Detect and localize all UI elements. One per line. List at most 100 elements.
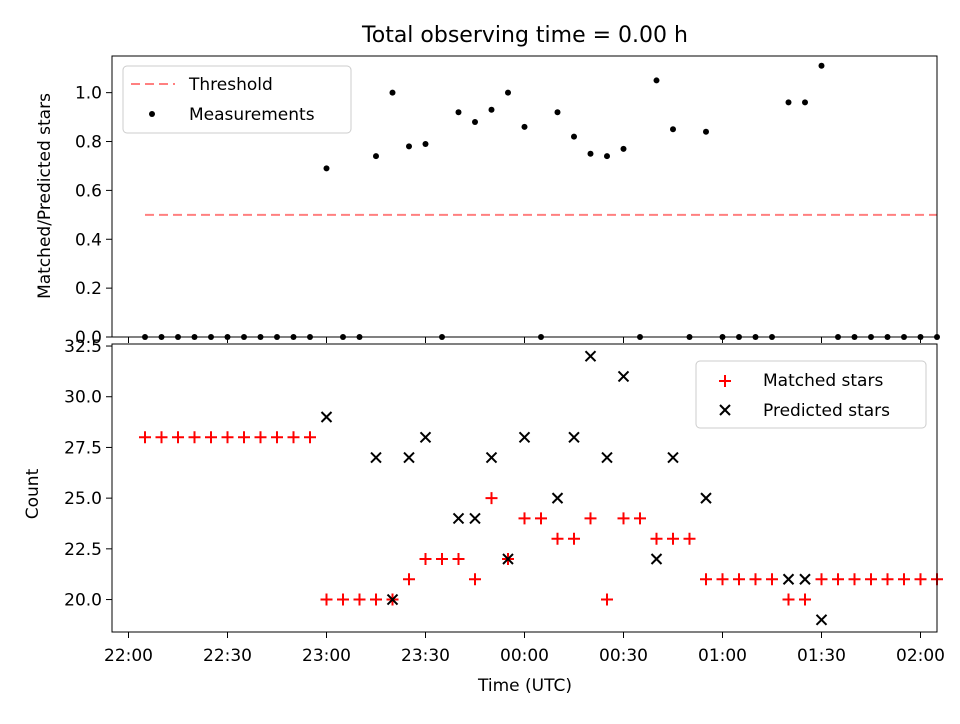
y-tick-label: 0.8: [75, 133, 102, 153]
x-tick-label: 00:30: [599, 646, 648, 666]
matched-star-point: [881, 573, 894, 586]
matched-star-point: [172, 431, 184, 444]
measurement-point: [670, 126, 676, 133]
predicted-star-point: [485, 451, 498, 464]
predicted-star-point: [452, 512, 465, 525]
measurement-point: [653, 77, 660, 84]
legend-measurements-swatch: [149, 111, 155, 117]
top-legend: Threshold Measurements: [122, 65, 352, 134]
matched-star-point: [436, 552, 448, 565]
matched-star-point: [287, 431, 300, 444]
bottom-legend-box: [695, 360, 927, 429]
matched-star-point: [271, 431, 283, 444]
predicted-star-point: [469, 512, 481, 525]
predicted-star-point: [502, 553, 514, 565]
x-axis-label: Time (UTC): [477, 676, 572, 696]
matched-star-point: [188, 431, 201, 444]
x-tick-label: 22:30: [203, 646, 252, 666]
predicted-star-point: [320, 411, 333, 423]
matched-star-point: [337, 593, 349, 606]
y-tick-label: 32.5: [64, 337, 102, 357]
x-tick-label: 22:00: [104, 646, 153, 666]
matched-star-point: [403, 573, 415, 586]
bottom-y-axis-label: Count: [23, 468, 43, 519]
predicted-star-point: [584, 350, 597, 362]
matched-star-point: [815, 573, 828, 586]
measurement-point: [488, 106, 495, 113]
x-tick-label: 02:00: [896, 646, 945, 666]
measurement-point: [703, 128, 709, 135]
measurement-point: [818, 62, 825, 69]
matched-star-point: [584, 512, 597, 525]
predicted-star-point: [815, 614, 828, 626]
measurement-point: [554, 109, 561, 116]
y-tick-label: 22.5: [64, 540, 102, 560]
y-tick-label: 0.0: [75, 328, 102, 348]
matched-star-point: [634, 512, 646, 525]
matched-star-point: [139, 431, 151, 444]
matched-star-point: [452, 552, 465, 565]
predicted-star-point: [419, 431, 432, 444]
matched-star-point: [518, 512, 531, 525]
predicted-star-point: [650, 553, 663, 565]
predicted-star-point: [568, 431, 580, 444]
matched-star-point: [238, 431, 250, 444]
matched-star-point: [419, 552, 432, 565]
predicted-star-point: [601, 451, 613, 464]
measurement-point: [587, 150, 594, 157]
x-tick-label: 23:30: [401, 646, 450, 666]
matched-star-point: [865, 573, 877, 586]
top-title: Total observing time = 0.00 h: [361, 23, 688, 48]
matched-star-point: [469, 573, 481, 586]
predicted-star-point: [700, 492, 712, 504]
matched-star-point: [898, 573, 910, 586]
measurement-point: [406, 143, 412, 150]
measurement-point: [505, 89, 511, 96]
y-tick-label: 0.6: [75, 181, 102, 201]
predicted-star-point: [782, 573, 795, 585]
measurement-point: [373, 153, 379, 160]
matched-star-point: [320, 593, 333, 606]
legend-matched-label: Matched stars: [763, 371, 883, 391]
top-plot-frame: [111, 55, 938, 338]
predicted-star-point: [617, 370, 630, 383]
matched-star-point: [766, 573, 778, 586]
matched-star-point: [749, 573, 762, 586]
matched-star-point: [485, 492, 498, 505]
bottom-plot-frame: [111, 343, 938, 633]
y-tick-label: 0.2: [75, 279, 102, 299]
predicted-star-point: [667, 451, 679, 464]
matched-star-point: [700, 573, 712, 586]
matched-star-point: [617, 512, 630, 525]
bottom-legend: Matched stars Predicted stars: [695, 360, 927, 429]
legend-predicted-swatch: [719, 404, 731, 416]
measurement-point: [323, 165, 330, 172]
matched-star-point: [221, 431, 234, 444]
measurement-point: [620, 145, 627, 152]
matched-star-point: [799, 593, 811, 606]
y-tick-label: 27.5: [64, 438, 102, 458]
legend-predicted-label: Predicted stars: [763, 401, 890, 421]
y-tick-label: 20.0: [64, 591, 102, 611]
measurement-point: [389, 89, 396, 96]
matched-star-point: [304, 431, 316, 444]
measurement-point: [521, 123, 528, 130]
matched-star-point: [568, 532, 580, 545]
x-tick-label: 01:00: [698, 646, 747, 666]
matched-star-point: [832, 573, 844, 586]
matched-star-point: [914, 573, 927, 586]
y-tick-label: 30.0: [64, 388, 102, 408]
matched-star-point: [848, 573, 861, 586]
matched-star-point: [782, 593, 795, 606]
matched-star-point: [716, 573, 729, 586]
y-tick-label: 0.4: [75, 230, 102, 250]
matched-star-point: [551, 532, 564, 545]
predicted-star-point: [799, 573, 811, 585]
legend-measurements-label: Measurements: [189, 105, 315, 125]
matched-star-point: [535, 512, 547, 525]
matched-star-point: [683, 532, 696, 545]
matched-star-point: [353, 593, 366, 606]
predicted-star-point: [403, 451, 415, 464]
measurement-point: [802, 99, 808, 106]
